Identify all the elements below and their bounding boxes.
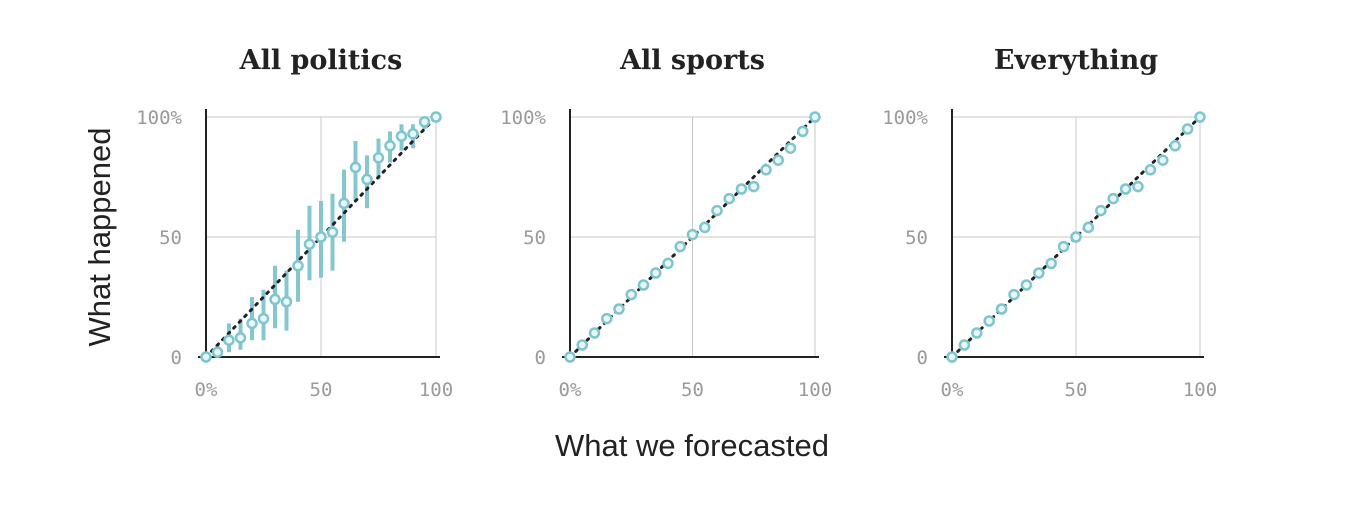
data-point xyxy=(576,339,588,351)
data-point xyxy=(349,161,362,174)
y-tick-label: 100% xyxy=(500,107,546,129)
data-point xyxy=(1181,123,1194,135)
data-point xyxy=(1008,288,1020,301)
chart-panel: Everything 0 50 100% 0% 50 100 xyxy=(882,45,1217,401)
x-tick-label: 100 xyxy=(1183,379,1217,401)
data-point xyxy=(588,327,601,339)
data-point xyxy=(1157,154,1169,166)
data-point xyxy=(372,152,385,164)
data-point xyxy=(430,111,442,123)
data-point xyxy=(315,231,327,243)
data-point xyxy=(809,111,821,123)
chart-panel: All politics 0 50 100% 0% 50 100 xyxy=(136,45,453,401)
y-tick-label: 100% xyxy=(136,107,182,129)
y-tick-label: 50 xyxy=(523,227,546,249)
data-point xyxy=(650,267,662,279)
data-point xyxy=(946,351,958,363)
data-point xyxy=(637,279,650,291)
data-point xyxy=(280,296,293,308)
data-point xyxy=(211,346,224,358)
data-point xyxy=(303,238,316,250)
x-tick-label: 50 xyxy=(310,379,333,401)
data-point xyxy=(246,317,258,330)
data-point xyxy=(1119,183,1132,195)
data-point xyxy=(338,197,350,210)
data-point xyxy=(361,173,373,186)
data-point xyxy=(1107,192,1119,205)
data-point xyxy=(711,204,723,217)
x-tick-label: 0% xyxy=(559,379,582,401)
y-tick-label: 50 xyxy=(905,227,928,249)
x-tick-label: 100 xyxy=(798,379,832,401)
data-point xyxy=(292,260,304,272)
data-point xyxy=(686,228,699,241)
data-point xyxy=(1144,164,1157,176)
y-tick-label: 0 xyxy=(171,347,182,369)
data-point xyxy=(1095,204,1107,217)
data-point xyxy=(1020,279,1033,291)
data-point xyxy=(1132,180,1144,193)
chart-panel: All sports 0 50 100% 0% 50 100 xyxy=(500,45,832,401)
data-point xyxy=(395,130,408,142)
y-tick-label: 100% xyxy=(882,107,928,129)
data-point xyxy=(625,288,637,301)
data-point xyxy=(200,351,212,363)
panel-title: All politics xyxy=(239,45,403,76)
data-point xyxy=(564,351,576,363)
data-point xyxy=(958,339,971,351)
data-point xyxy=(760,164,772,176)
panel-title: All sports xyxy=(619,45,765,76)
data-point xyxy=(418,116,431,128)
data-point xyxy=(784,142,797,154)
data-point xyxy=(269,293,281,306)
data-point xyxy=(1045,257,1057,270)
y-tick-label: 0 xyxy=(535,347,546,369)
data-point xyxy=(1070,231,1082,243)
data-point xyxy=(699,221,711,234)
data-point xyxy=(723,192,735,205)
reference-line xyxy=(204,115,438,359)
x-axis-title: What we forecasted xyxy=(555,428,829,463)
data-point xyxy=(407,128,419,140)
data-point xyxy=(735,183,748,195)
data-point xyxy=(674,240,686,253)
x-tick-label: 50 xyxy=(1065,379,1088,401)
data-point xyxy=(257,312,270,325)
y-tick-label: 0 xyxy=(917,347,928,369)
y-axis-title: What happened xyxy=(82,128,117,347)
panel-title: Everything xyxy=(994,45,1158,76)
y-tick-label: 50 xyxy=(159,227,182,249)
x-tick-label: 0% xyxy=(195,379,218,401)
data-point xyxy=(384,140,396,152)
chart-panels: All politics 0 50 100% 0% 50 100 All sports 0 50 1… xyxy=(136,45,1217,401)
data-point xyxy=(234,332,247,344)
x-tick-label: 100 xyxy=(419,379,453,401)
x-tick-label: 0% xyxy=(941,379,964,401)
data-point xyxy=(601,312,613,325)
data-point xyxy=(1194,111,1206,123)
x-tick-label: 50 xyxy=(681,379,704,401)
data-point xyxy=(613,303,625,315)
data-point xyxy=(1169,140,1181,152)
data-point xyxy=(1057,240,1070,253)
data-point xyxy=(1033,267,1045,279)
data-point xyxy=(223,334,235,346)
data-point xyxy=(1082,221,1095,234)
data-point xyxy=(995,303,1008,315)
data-point xyxy=(971,327,983,339)
data-point xyxy=(748,180,760,193)
data-point xyxy=(326,226,339,238)
data-point xyxy=(983,315,995,327)
data-point xyxy=(662,257,674,270)
data-point xyxy=(797,125,809,138)
data-point xyxy=(772,154,784,166)
